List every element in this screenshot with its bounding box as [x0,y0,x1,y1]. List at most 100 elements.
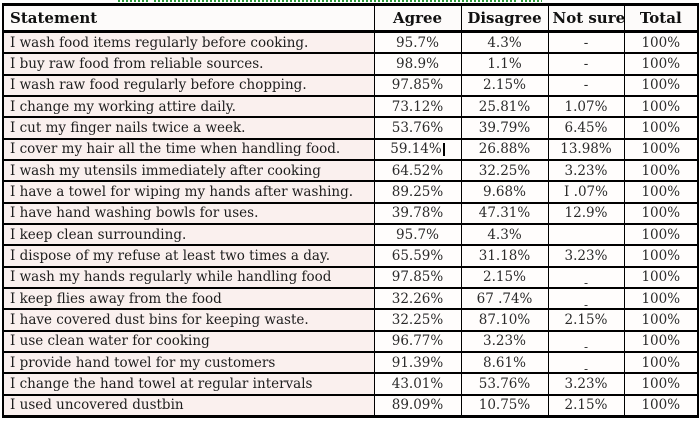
agree-cell: 97.85% [373,265,462,289]
total-cell-value: 100% [641,397,681,414]
disagree-cell: 25.81% [460,95,549,118]
statement-cell: I wash raw food regularly before choppin… [2,73,375,97]
agree-cell: 95.7% [373,222,462,246]
disagree-cell-value: 1.1% [487,56,522,73]
not-sure-cell: 3.23% [547,372,625,396]
agree-cell: 73.12% [373,95,462,118]
disagree-cell-value: 67 .74% [476,290,533,307]
disagree-cell: 10.75% [460,393,549,417]
survey-table: Statement Agree Disagree Not sure Total I wa… [2,3,699,418]
statement-cell: I have a towel for wiping my hands after… [2,180,375,204]
total-cell: 100% [623,95,699,118]
disagree-cell-value: 26.88% [478,141,531,158]
total-cell: 100% [623,222,699,246]
statement-cell: I cover my hair all the time when handli… [2,137,375,161]
disagree-cell: 4.3% [460,30,549,54]
disagree-cell-value: 32.25% [478,162,531,179]
table-header: Statement Agree Disagree Not sure Total [2,4,699,33]
table-row: I provide hand towel for my customers 91.… [2,350,699,374]
total-cell: 100% [623,308,699,332]
agree-cell-value: 65.59% [391,247,444,264]
not-sure-cell-value: 12.9% [564,205,608,222]
agree-cell-value: 97.85% [391,269,444,286]
agree-cell-value: 95.7% [396,226,439,243]
agree-cell: 97.85% [373,73,462,97]
agree-cell-value: 89.25% [391,183,444,200]
agree-cell: 64.52% [373,158,462,182]
not-sure-cell-value: I .07% [564,183,608,200]
total-cell: 100% [623,180,699,204]
total-cell: 100% [623,30,699,54]
table-row: I wash raw food regularly before choppin… [2,73,699,97]
agree-cell: 43.01% [373,372,462,396]
statement-cell: I provide hand towel for my customers [2,350,375,374]
not-sure-cell-value: 13.98% [560,141,612,158]
table-row: I used uncovered dustbin 89.09% 10.75% 2.15… [2,393,699,417]
table-row: I keep flies away from the food 32.26% 67 … [2,286,699,310]
total-cell: 100% [623,158,699,182]
agree-cell-value: 43.01% [391,375,444,392]
total-cell: 100% [623,286,699,310]
total-cell-value: 100% [641,34,681,51]
disagree-cell: 39.79% [460,116,549,140]
statement-cell: I buy raw food from reliable sources. [2,52,375,76]
statement-cell: I keep flies away from the food [2,286,375,310]
disagree-cell-value: 53.76% [478,375,531,392]
disagree-cell: 9.68% [460,180,549,204]
total-cell: 100% [623,393,699,417]
statement-cell: I used uncovered dustbin [2,393,375,417]
table-row: I dispose of my refuse at least two time… [2,244,699,268]
disagree-cell: 87.10% [460,308,549,332]
not-sure-cell: - [547,350,625,374]
not-sure-cell: - [547,30,625,54]
disagree-cell: 2.15% [460,73,549,97]
total-cell-value: 100% [641,269,681,286]
agree-cell-value: 97.85% [391,77,444,94]
not-sure-cell-value: - [583,297,589,310]
not-sure-cell-value: - [583,361,589,374]
disagree-cell: 67 .74% [460,286,549,310]
disagree-cell-value: 4.3% [487,34,522,51]
disagree-cell-value: 4.3% [487,226,522,243]
not-sure-cell-value: - [583,77,589,94]
disagree-cell-value: 3.23% [483,333,526,350]
table-row: I have a towel for wiping my hands after… [2,180,699,204]
not-sure-cell: - [547,329,625,353]
disagree-cell: 4.3% [460,222,549,246]
disagree-cell: 47.31% [460,201,549,225]
disagree-cell-value: 31.18% [478,247,531,264]
agree-cell-value: 89.09% [391,397,444,414]
disagree-cell: 2.15% [460,265,549,289]
statement-cell: I have hand washing bowls for uses. [2,201,375,225]
table-row: I change my working attire daily. 73.12% 2… [2,95,699,118]
agree-cell: 32.26% [373,286,462,310]
total-cell: 100% [623,329,699,353]
disagree-cell: 8.61% [460,350,549,374]
total-cell-value: 100% [641,226,681,243]
agree-cell-value: 96.77% [391,333,444,350]
column-header-total: Total [623,4,699,33]
table-row: I keep clean surrounding. 95.7% 4.3% 100% [2,222,699,246]
not-sure-cell: - [547,73,625,97]
table-row: I change the hand towel at regular inter… [2,372,699,396]
disagree-cell-value: 8.61% [483,354,526,371]
table-row: I use clean water for cooking 96.77% 3.23%… [2,329,699,353]
column-header-agree: Agree [373,4,462,33]
total-cell-value: 100% [641,247,681,264]
agree-cell-value: 39.78% [391,205,444,222]
not-sure-cell: 12.9% [547,201,625,225]
total-cell-value: 100% [641,120,681,136]
statement-cell: I cut my finger nails twice a week. [2,116,375,140]
not-sure-cell: I .07% [547,180,625,204]
total-cell-value: 100% [641,56,681,73]
statement-cell: I wash my utensils immediately after coo… [2,158,375,182]
statement-cell: I dispose of my refuse at least two time… [2,244,375,268]
total-cell: 100% [623,350,699,374]
disagree-cell: 26.88% [460,137,549,161]
table-row: I have covered dust bins for keeping was… [2,308,699,332]
spellcheck-underline-segment [521,0,542,2]
agree-cell: 65.59% [373,244,462,268]
disagree-cell: 1.1% [460,52,549,76]
total-cell: 100% [623,265,699,289]
disagree-cell: 32.25% [460,158,549,182]
